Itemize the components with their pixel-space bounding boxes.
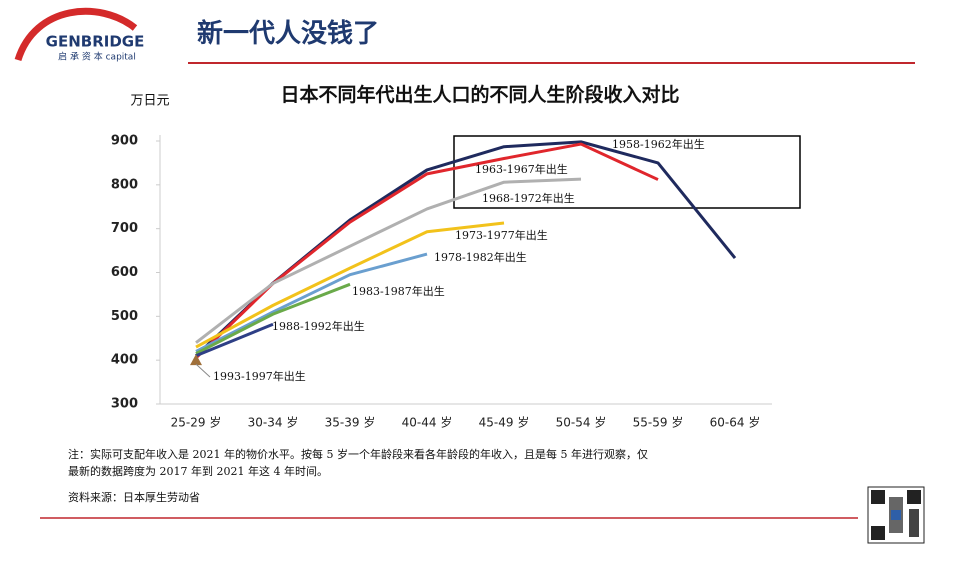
logo-name: GENBRIDGE	[46, 33, 145, 51]
slide-title: 新一代人没钱了	[197, 18, 379, 49]
series-label: 1993-1997年出生	[213, 369, 306, 383]
y-tick-label: 300	[111, 397, 138, 412]
series-line	[195, 177, 582, 344]
y-tick-label: 800	[111, 177, 138, 192]
series-line	[195, 252, 428, 353]
logo-sub: 启 承 资 本 capital	[58, 51, 136, 63]
series-label: 1983-1987年出生	[352, 284, 445, 298]
series-line	[195, 282, 351, 355]
y-tick-label: 700	[111, 221, 138, 236]
highlight-box	[453, 135, 801, 209]
x-tick-label: 50-54 岁	[556, 415, 607, 430]
series-label: 1963-1967年出生	[475, 162, 568, 176]
x-tick-label: 55-59 岁	[633, 415, 684, 430]
y-tick-label: 600	[111, 265, 138, 280]
series-label: 1988-1992年出生	[272, 319, 365, 333]
note: 注：实际可支配年收入是 2021 年的物价水平。按每 5 岁一个年龄段来看各年龄…	[68, 447, 648, 461]
y-tick-label: 500	[111, 309, 138, 324]
qr-code	[867, 486, 925, 544]
series-label: 1968-1972年出生	[482, 191, 575, 205]
point-marker	[190, 354, 202, 366]
series-line	[195, 322, 274, 358]
x-tick-label: 35-39 岁	[325, 415, 376, 430]
chart-title: 日本不同年代出生人口的不同人生阶段收入对比	[280, 83, 679, 106]
series-label: 1973-1977年出生	[455, 228, 548, 242]
x-tick-label: 60-64 岁	[710, 415, 761, 430]
x-tick-label: 40-44 岁	[402, 415, 453, 430]
x-tick-label: 45-49 岁	[479, 415, 530, 430]
logo-arc	[14, 7, 138, 62]
y-tick-label: 400	[111, 353, 138, 368]
source: 资料来源：日本厚生劳动省	[68, 490, 200, 504]
series-label: 1978-1982年出生	[434, 250, 527, 264]
x-tick-label: 30-34 岁	[248, 415, 299, 430]
y-axis-label: 万日元	[130, 94, 169, 109]
y-tick-label: 900	[111, 134, 138, 149]
leader-line	[195, 363, 211, 378]
series-line	[195, 221, 505, 349]
series-label: 1958-1962年出生	[612, 137, 705, 151]
x-tick-label: 25-29 岁	[171, 415, 222, 430]
note: 最新的数据跨度为 2017 年到 2021 年这 4 年时间。	[68, 464, 328, 478]
